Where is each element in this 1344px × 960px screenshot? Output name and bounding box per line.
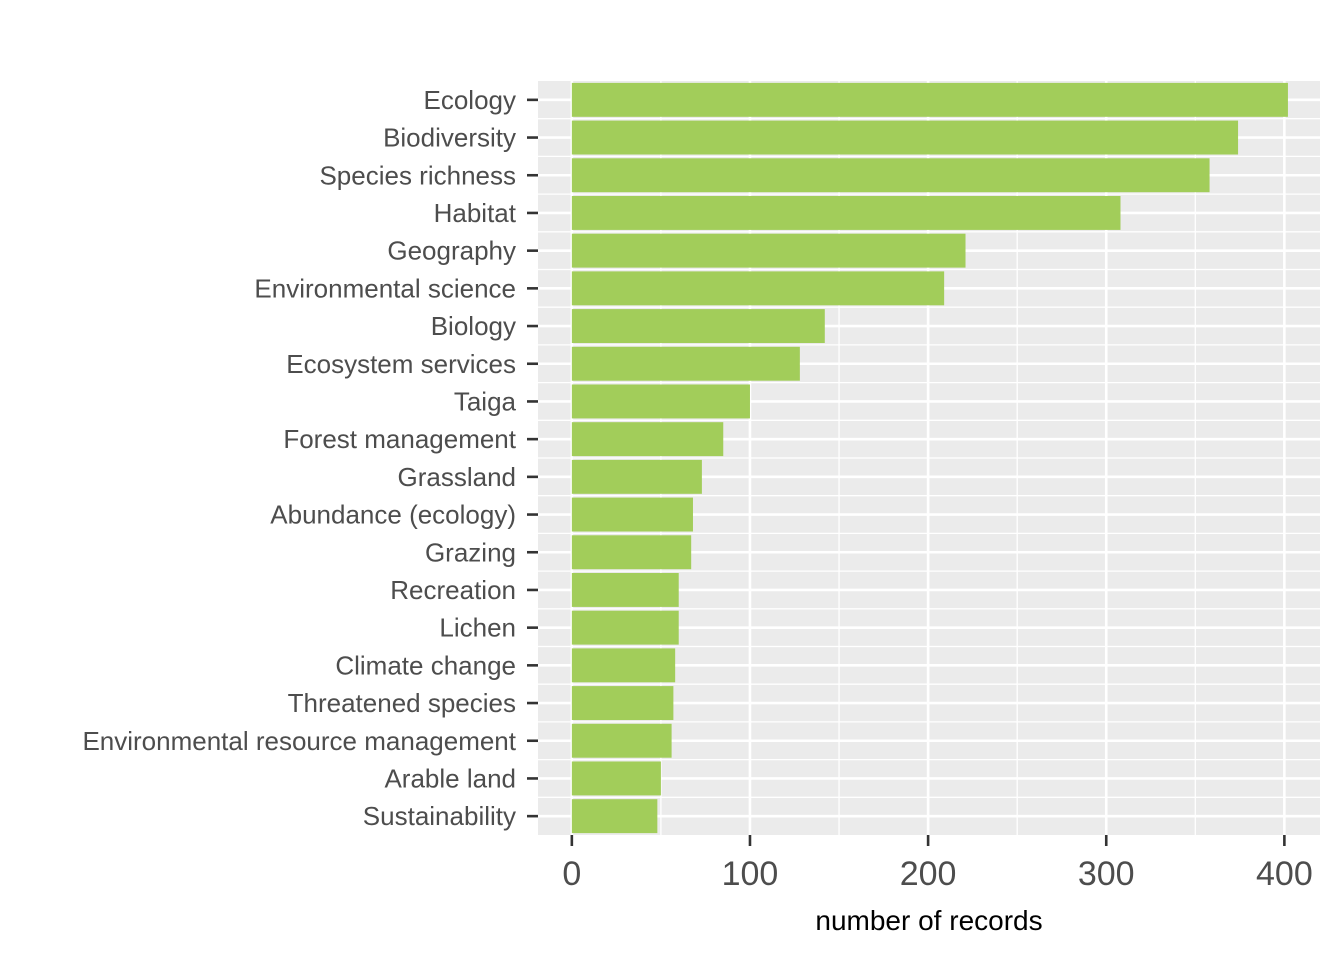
bar-forest-management — [571, 422, 724, 457]
y-tick-label: Forest management — [283, 424, 516, 454]
bar-grassland — [571, 459, 702, 494]
bar-sustainability — [571, 799, 658, 834]
x-tick-label: 100 — [722, 855, 779, 893]
y-tick-label: Ecology — [424, 85, 517, 115]
x-axis: 0 100 200 300 400 — [562, 835, 1313, 893]
x-tick-label: 0 — [562, 855, 581, 893]
bar-environmental-science — [571, 271, 945, 306]
y-axis: Ecology Biodiversity Species richness Habit… — [82, 85, 538, 831]
y-tick-label: Environmental resource management — [82, 726, 516, 756]
y-tick-label: Grassland — [398, 462, 517, 492]
bar-taiga — [571, 384, 750, 419]
bar-biology — [571, 309, 825, 344]
y-tick-label: Species richness — [319, 160, 516, 190]
y-tick-label: Lichen — [439, 613, 516, 643]
bar-environmental-resource-management — [571, 723, 672, 758]
y-tick-label: Climate change — [335, 650, 516, 680]
y-tick-label: Sustainability — [363, 801, 516, 831]
y-tick-label: Biology — [431, 311, 516, 341]
major-gridlines — [538, 81, 1320, 835]
x-tick-label: 300 — [1078, 855, 1135, 893]
bar-climate-change — [571, 648, 676, 683]
bar-biodiversity — [571, 120, 1239, 155]
bar-geography — [571, 233, 966, 268]
x-axis-title: number of records — [815, 905, 1042, 936]
y-tick-label: Taiga — [454, 386, 517, 416]
y-tick-label: Arable land — [384, 763, 516, 793]
bar-habitat — [571, 195, 1121, 230]
bar-lichen — [571, 610, 679, 645]
bar-species-richness — [571, 158, 1210, 193]
bar-abundance-ecology — [571, 497, 693, 532]
x-tick-label: 400 — [1256, 855, 1313, 893]
y-tick-label: Environmental science — [254, 273, 516, 303]
y-tick-label: Habitat — [434, 198, 517, 228]
y-tick-label: Biodiversity — [383, 123, 516, 153]
bar-arable-land — [571, 761, 661, 796]
y-tick-label: Threatened species — [288, 688, 516, 718]
bar-grazing — [571, 535, 692, 570]
bar-ecosystem-services — [571, 346, 800, 381]
bar-recreation — [571, 572, 679, 607]
y-tick-label: Grazing — [425, 537, 516, 567]
bar-ecology — [571, 82, 1288, 117]
y-tick-label: Ecosystem services — [286, 349, 516, 379]
bars — [571, 82, 1288, 834]
bar-threatened-species — [571, 686, 674, 721]
y-tick-label: Geography — [387, 236, 516, 266]
x-tick-label: 200 — [900, 855, 957, 893]
y-tick-label: Recreation — [390, 575, 516, 605]
y-tick-label: Abundance (ecology) — [270, 500, 516, 530]
